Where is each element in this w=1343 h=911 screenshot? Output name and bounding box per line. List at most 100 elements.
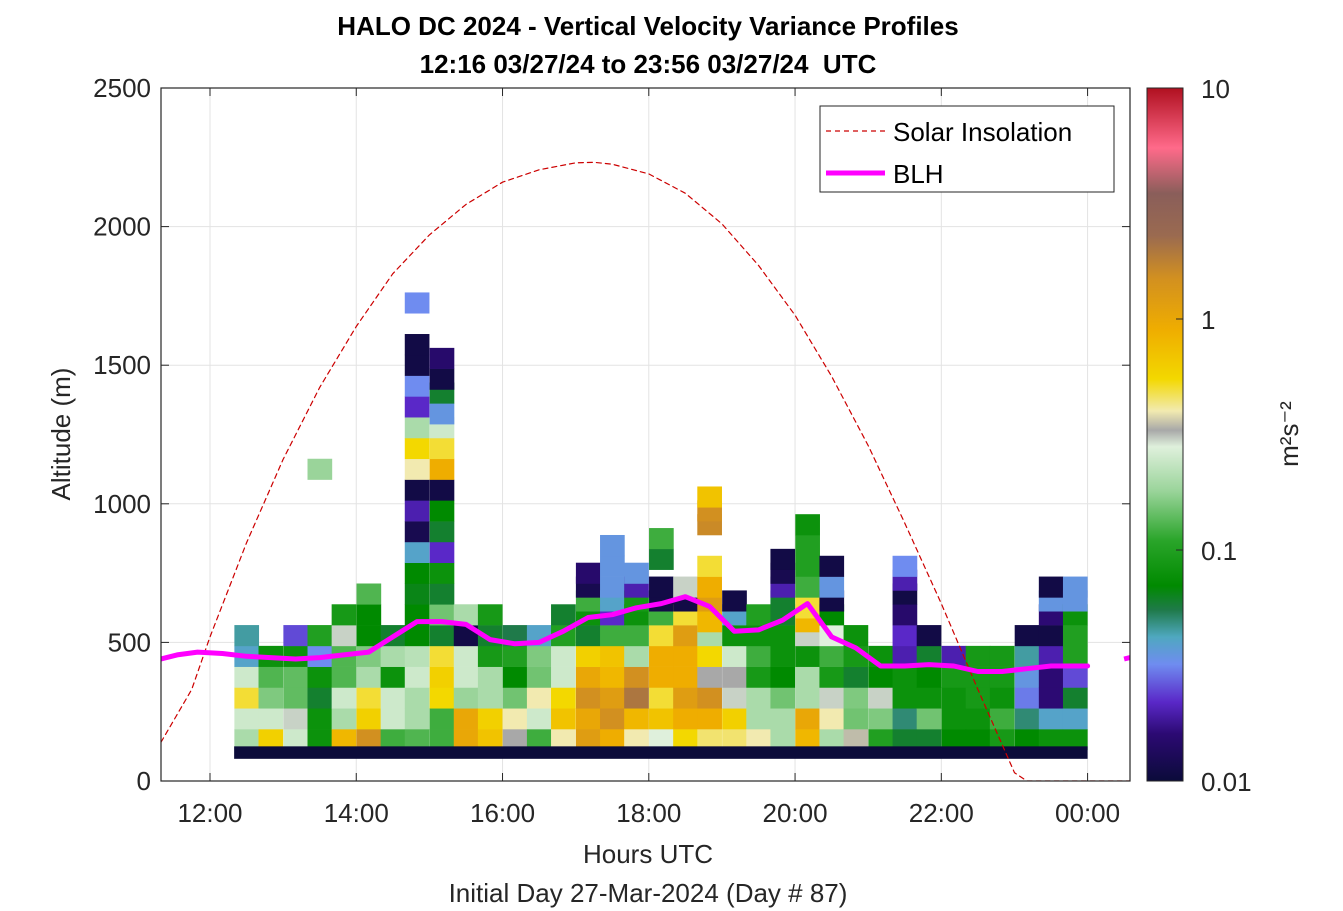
colorbar: 0.01 0.1 1 10 m²s⁻²	[1146, 74, 1304, 797]
variance-cell	[892, 555, 918, 577]
variance-cell	[551, 708, 576, 730]
variance-cell	[624, 687, 649, 709]
variance-cell	[697, 576, 722, 598]
variance-cell	[941, 687, 967, 709]
variance-cell	[770, 687, 796, 709]
variance-cell	[380, 708, 406, 730]
variance-cell	[1038, 625, 1064, 647]
variance-cell	[722, 708, 747, 730]
variance-cell	[1038, 576, 1064, 598]
variance-cell	[551, 645, 576, 667]
variance-cell	[429, 729, 455, 751]
variance-cell	[429, 458, 455, 480]
x-tick-label: 00:00	[1055, 798, 1120, 828]
variance-cell	[770, 625, 796, 647]
variance-cell	[770, 729, 796, 751]
variance-cell	[600, 687, 625, 709]
variance-cell	[916, 666, 942, 688]
chart-subtitle: 12:16 03/27/24 to 23:56 03/27/24 UTC	[420, 49, 877, 79]
variance-cells	[234, 292, 1088, 759]
legend-box	[819, 105, 1115, 193]
x-axis: 12:00 14:00 16:00 18:00 20:00 22:00 00:00	[177, 88, 1120, 828]
variance-cell	[868, 708, 894, 730]
variance-cell	[429, 562, 455, 584]
variance-cell	[575, 708, 601, 730]
variance-cell	[526, 645, 552, 667]
variance-cell	[429, 708, 455, 730]
variance-cell	[1014, 729, 1040, 751]
blh-line	[161, 594, 1091, 674]
variance-cell	[356, 625, 382, 647]
variance-cell	[673, 625, 698, 647]
variance-cell	[331, 687, 357, 709]
variance-cell	[575, 687, 601, 709]
variance-cell	[331, 625, 357, 647]
variance-cell	[356, 729, 382, 751]
variance-cell	[429, 368, 455, 390]
variance-cell	[429, 403, 455, 425]
variance-cell	[234, 687, 260, 709]
y-axis-label: Altitude (m)	[46, 368, 76, 501]
colorbar-tick-label: 1	[1201, 305, 1215, 335]
variance-cell	[307, 729, 333, 751]
variance-cell	[624, 708, 649, 730]
variance-cell	[429, 687, 455, 709]
variance-cell	[795, 514, 820, 536]
variance-cell	[429, 541, 455, 564]
variance-cell	[746, 604, 771, 626]
variance-cell	[941, 666, 967, 688]
x-axis-label: Hours UTC	[583, 839, 713, 869]
variance-cell	[892, 666, 918, 688]
variance-cell	[819, 555, 845, 577]
variance-cell	[404, 708, 430, 730]
variance-cell	[575, 645, 601, 667]
variance-cell	[722, 666, 747, 688]
variance-cell	[965, 645, 991, 667]
variance-cell	[722, 590, 747, 612]
variance-cell	[965, 729, 991, 751]
variance-cell	[307, 687, 333, 709]
variance-cell	[697, 486, 722, 508]
variance-cell	[916, 687, 942, 709]
variance-cell	[283, 645, 309, 667]
variance-cell	[380, 687, 406, 709]
variance-cell	[477, 708, 503, 730]
variance-cell	[1062, 729, 1088, 751]
variance-cell	[600, 666, 625, 688]
variance-cell	[453, 604, 479, 626]
variance-cell	[429, 583, 455, 605]
variance-cell	[526, 708, 552, 730]
y-tick-label: 1000	[93, 489, 151, 519]
variance-cell	[429, 521, 455, 543]
variance-cell	[746, 687, 771, 709]
colorbar-tick-label: 0.1	[1201, 536, 1237, 566]
variance-cell	[989, 729, 1015, 751]
variance-cell	[429, 625, 455, 647]
y-axis: 0 500 1000 1500 2000 2500	[93, 73, 1130, 796]
variance-cell	[502, 645, 528, 667]
variance-cell	[234, 708, 260, 730]
solar-insolation-line	[161, 161, 1130, 781]
x-tick-label: 14:00	[324, 798, 389, 828]
variance-cell	[575, 562, 601, 584]
variance-cell	[429, 500, 455, 522]
variance-cell	[819, 666, 845, 688]
variance-cell	[649, 548, 674, 570]
variance-cell	[331, 604, 357, 626]
colorbar-tick-label: 0.01	[1201, 767, 1252, 797]
variance-cell	[1062, 625, 1088, 647]
variance-cell	[331, 729, 357, 751]
variance-cell	[404, 645, 430, 667]
variance-cell	[624, 729, 649, 751]
variance-cell	[624, 562, 649, 584]
variance-cell	[673, 645, 698, 667]
variance-cell	[722, 729, 747, 751]
variance-cell	[404, 396, 430, 418]
variance-cell	[624, 645, 649, 667]
variance-cell	[283, 687, 309, 709]
variance-cell	[477, 687, 503, 709]
variance-cell	[307, 708, 333, 730]
variance-cell	[331, 708, 357, 730]
variance-cell	[404, 541, 430, 564]
variance-cell	[234, 625, 260, 647]
